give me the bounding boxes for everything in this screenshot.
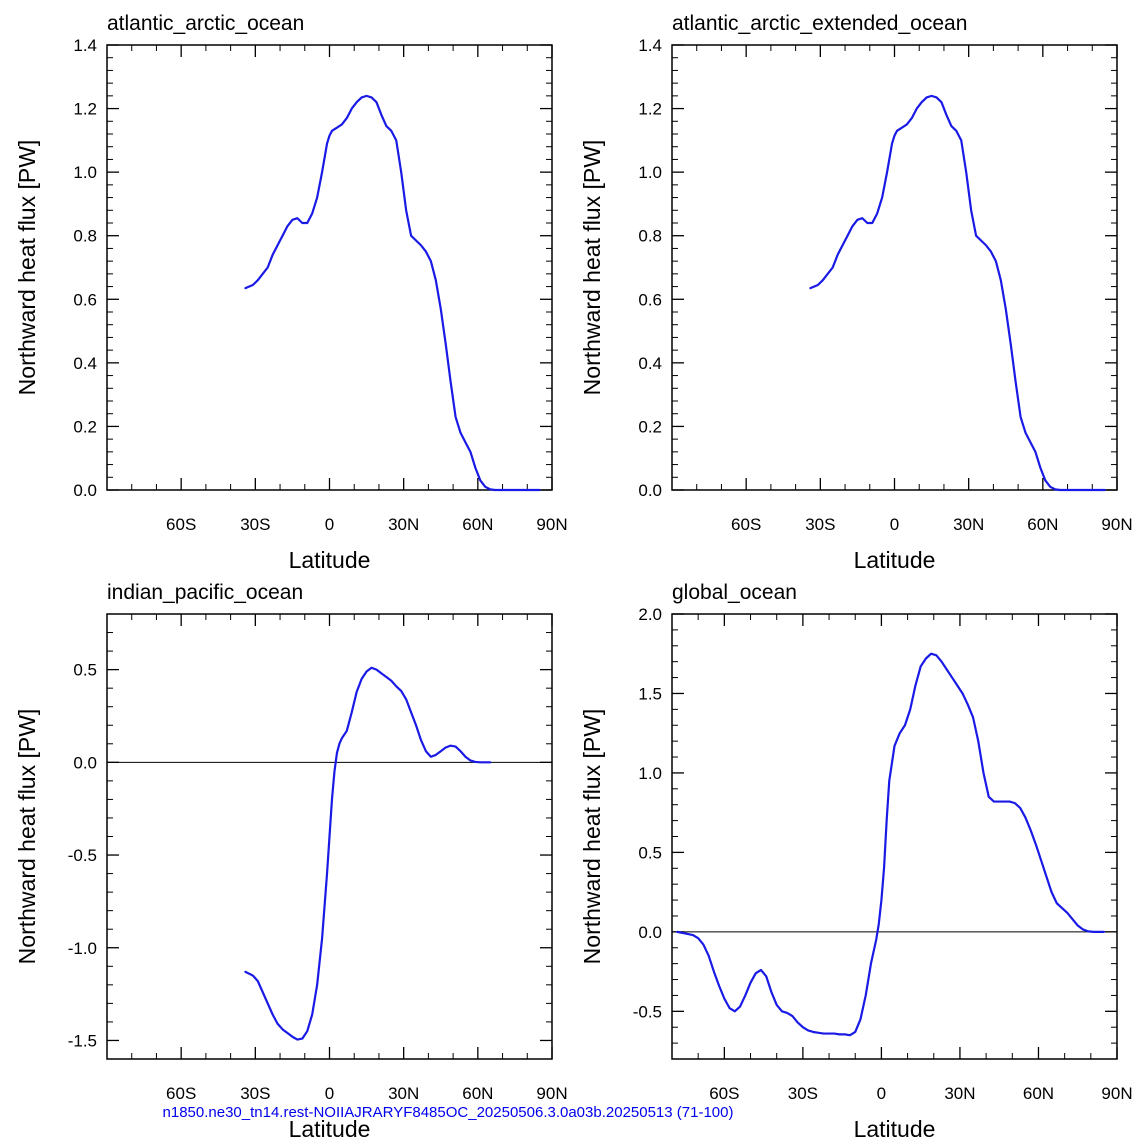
y-tick-label: 0.4 [73, 354, 97, 373]
y-tick-label: -0.5 [633, 1002, 662, 1021]
x-axis-label: Latitude [289, 1116, 371, 1142]
y-tick-label: 0.0 [73, 753, 97, 772]
x-tick-label: 60S [731, 515, 761, 534]
x-tick-label: 60S [166, 515, 196, 534]
heat-flux-series-line [244, 94, 541, 492]
y-axis-label: Northward heat flux [PW] [14, 140, 40, 396]
y-tick-label: 0.6 [638, 290, 662, 309]
x-tick-label: 60S [166, 1084, 196, 1103]
x-tick-label: 60N [462, 515, 493, 534]
y-tick-label: 0.0 [638, 481, 662, 500]
y-tick-label: 1.2 [73, 100, 97, 119]
y-tick-label: 1.5 [638, 684, 662, 703]
y-axis-label: Northward heat flux [PW] [579, 140, 605, 396]
x-tick-label: 90N [1101, 1084, 1132, 1103]
y-tick-label: 2.0 [638, 605, 662, 624]
chart-panel-2: 60S 30S 0 30N 60N 90N 0.0 0.2 0.4 0.6 0.8 1.0 1.2 1.4… [579, 12, 1133, 573]
footer-caption: n1850.ne30_tn14.rest-NOIIAJRARYF8485OC_2… [163, 1104, 734, 1121]
x-tick-label: 30S [240, 515, 270, 534]
y-tick-label: 1.0 [73, 163, 97, 182]
x-tick-label: 0 [890, 515, 899, 534]
y-tick-label: 0.8 [638, 227, 662, 246]
y-tick-label: 0.2 [73, 417, 97, 436]
x-axis-label: Latitude [854, 1116, 936, 1142]
chart-panel-4: 60S 30S 0 30N 60N 90N -0.5 0.0 0.5 1.0 1.5 2.0 globa… [579, 581, 1133, 1142]
chart-title: atlantic_arctic_extended_ocean [672, 12, 967, 35]
y-tick-label: 0.6 [73, 290, 97, 309]
x-tick-label: 30S [240, 1084, 270, 1103]
x-tick-label: 30N [388, 1084, 419, 1103]
x-tick-label: 90N [536, 1084, 567, 1103]
x-tick-label: 30S [805, 515, 835, 534]
x-tick-label: 90N [1101, 515, 1132, 534]
chart-title: indian_pacific_ocean [107, 581, 303, 604]
y-tick-label: 1.4 [638, 36, 662, 55]
y-tick-label: -0.5 [68, 846, 97, 865]
x-axis-label: Latitude [854, 547, 936, 573]
x-tick-label: 60N [462, 1084, 493, 1103]
x-tick-label: 60N [1027, 515, 1058, 534]
y-tick-label: 0.2 [638, 417, 662, 436]
y-tick-label: 0.0 [73, 481, 97, 500]
y-tick-label: 0.4 [638, 354, 662, 373]
chart-panel-1: 60S 30S 0 30N 60N 90N 0.0 0.2 0.4 0.6 0.8 1.0 1.2 1.4… [14, 12, 568, 573]
x-tick-label: 0 [877, 1084, 886, 1103]
x-tick-label: 0 [325, 1084, 334, 1103]
y-tick-label: 0.0 [638, 923, 662, 942]
x-tick-label: 90N [536, 515, 567, 534]
heat-flux-series-line [809, 94, 1106, 492]
x-axis-label: Latitude [289, 547, 371, 573]
chart-title: global_ocean [672, 581, 797, 604]
y-tick-label: 0.5 [73, 661, 97, 680]
heat-flux-series-line [244, 666, 492, 1041]
y-tick-label: 1.2 [638, 100, 662, 119]
y-tick-label: 0.8 [73, 227, 97, 246]
y-tick-label: 1.4 [73, 36, 97, 55]
y-axis-label: Northward heat flux [PW] [14, 709, 40, 965]
x-tick-label: 60S [709, 1084, 739, 1103]
x-tick-label: 0 [325, 515, 334, 534]
chart-panel-3: 60S 30S 0 30N 60N 90N -1.5 -1.0 -0.5 0.0 0.5 indian… [14, 581, 568, 1142]
y-axis-label: Northward heat flux [PW] [579, 709, 605, 965]
y-tick-label: 1.0 [638, 163, 662, 182]
y-tick-label: 0.5 [638, 843, 662, 862]
heat-flux-series-line [676, 652, 1106, 1037]
x-tick-label: 30N [388, 515, 419, 534]
x-tick-label: 30N [944, 1084, 975, 1103]
x-tick-label: 30N [953, 515, 984, 534]
y-tick-label: -1.5 [68, 1031, 97, 1050]
y-tick-label: 1.0 [638, 764, 662, 783]
x-tick-label: 60N [1023, 1084, 1054, 1103]
x-tick-label: 30S [788, 1084, 818, 1103]
y-tick-label: -1.0 [68, 939, 97, 958]
chart-title: atlantic_arctic_ocean [107, 12, 304, 35]
